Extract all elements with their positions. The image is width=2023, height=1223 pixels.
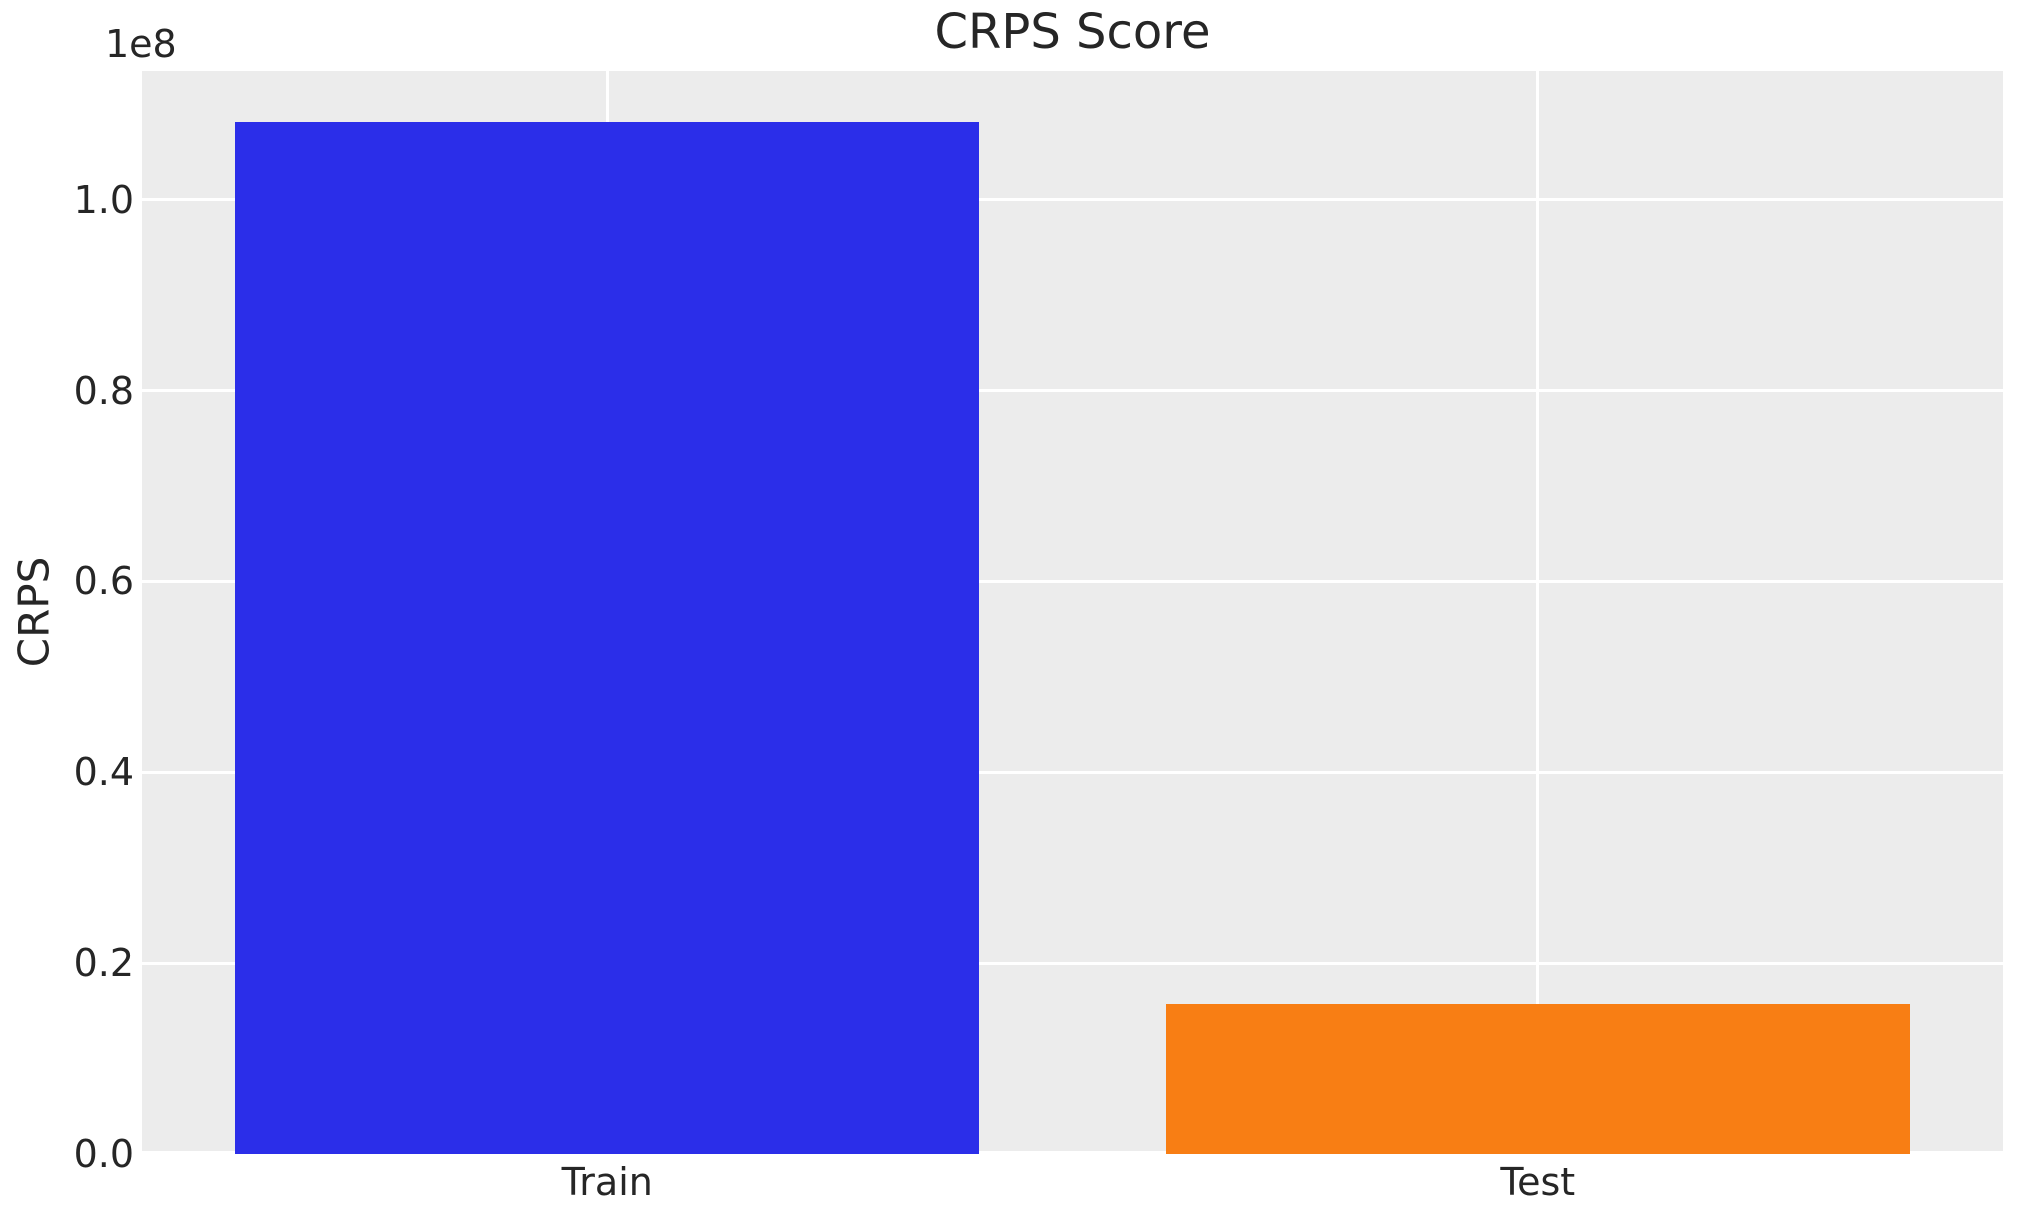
- gridline-y-0.8: [142, 389, 2003, 393]
- y-tick-label-0.6: 0.6: [73, 559, 134, 604]
- y-tick-label-0.0: 0.0: [73, 1132, 134, 1176]
- y-tick-label-0.8: 0.8: [73, 368, 134, 413]
- gridline-y-1.0: [142, 198, 2003, 202]
- y-tick-label-1.0: 1.0: [73, 177, 134, 222]
- bar-test: [1165, 1004, 1910, 1154]
- plot-area: [142, 71, 2003, 1154]
- gridline-x-test: [1536, 71, 1540, 1154]
- gridline-y-0.6: [142, 579, 2003, 583]
- x-tick-label-train: Train: [561, 1160, 653, 1204]
- gridline-y-0.4: [142, 770, 2003, 774]
- y-axis-offset-label: 1e8: [105, 22, 177, 66]
- gridline-y-0.2: [142, 961, 2003, 965]
- x-tick-label-test: Test: [1500, 1160, 1576, 1204]
- gridline-y-0.0: [142, 1151, 2003, 1154]
- chart-title: CRPS Score: [934, 4, 1211, 60]
- bar-train: [235, 121, 980, 1154]
- y-tick-label-0.2: 0.2: [73, 941, 134, 986]
- y-tick-label-0.4: 0.4: [73, 750, 134, 795]
